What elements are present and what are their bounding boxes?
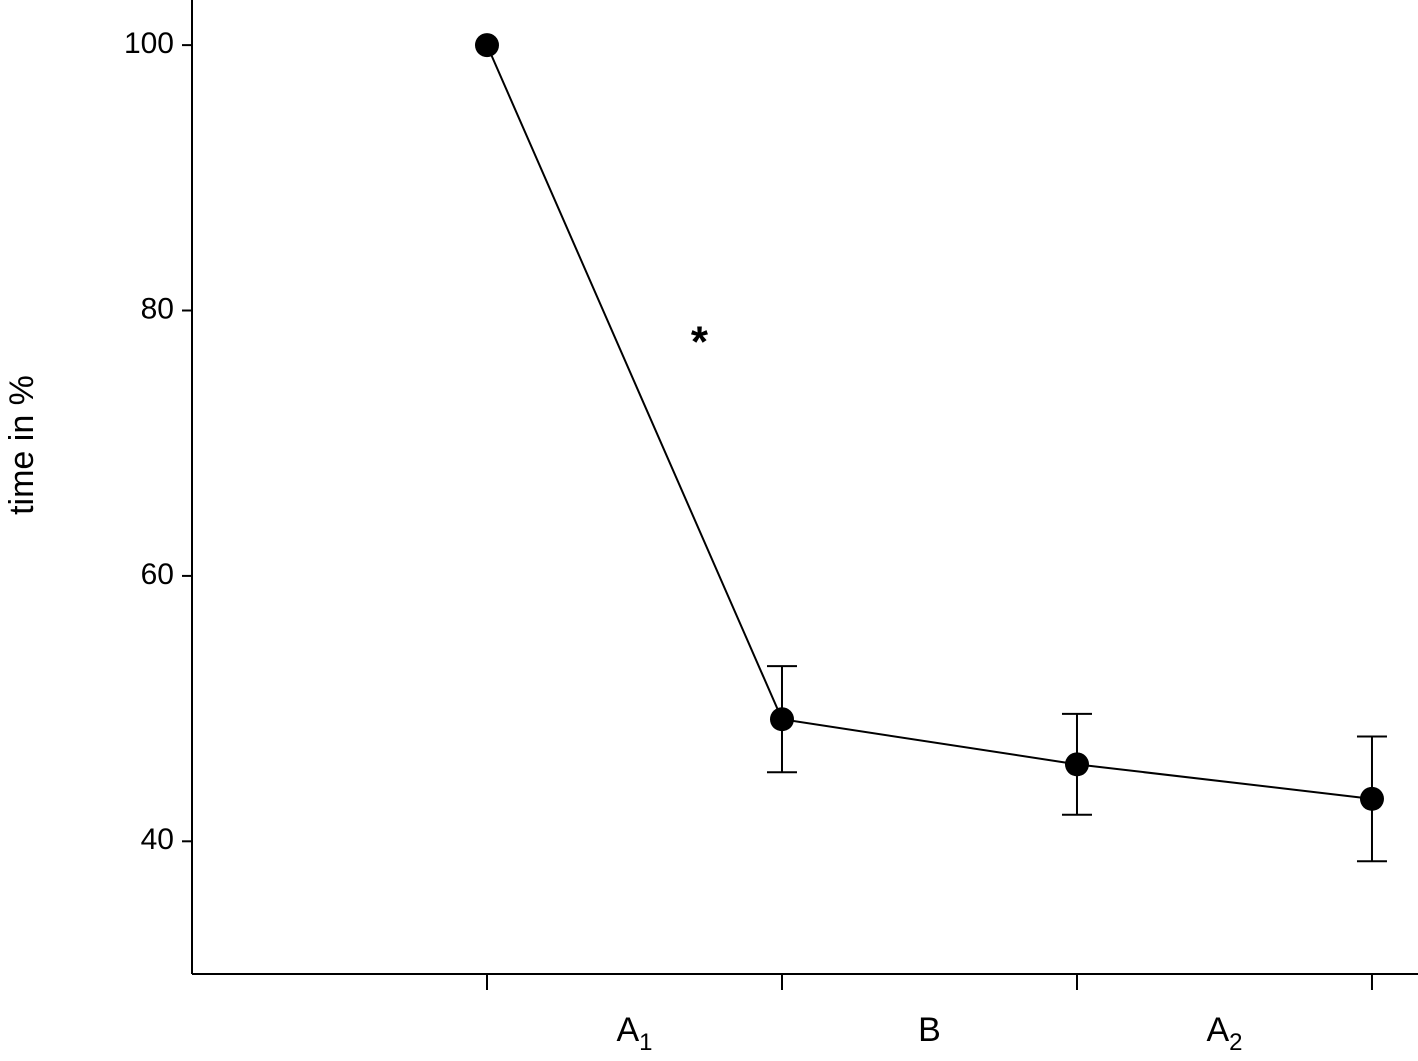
y-tick-label: 100 bbox=[124, 27, 174, 60]
data-point bbox=[1359, 786, 1384, 811]
data-point bbox=[474, 33, 499, 58]
annotation: * bbox=[691, 318, 709, 367]
y-axis-label: time in % bbox=[3, 375, 41, 515]
phase-label: B bbox=[918, 1011, 941, 1049]
phase-label-main: A bbox=[1206, 1011, 1229, 1049]
phase-label: A2 bbox=[1206, 1011, 1242, 1056]
phase-label-subscript: 1 bbox=[639, 1029, 652, 1056]
phase-label-subscript: 2 bbox=[1229, 1029, 1242, 1056]
y-tick-label: 80 bbox=[141, 292, 174, 325]
phase-label: A1 bbox=[616, 1011, 652, 1056]
data-point bbox=[1064, 752, 1089, 777]
data-point bbox=[769, 707, 794, 732]
data-line bbox=[486, 44, 1373, 800]
phase-label-main: A bbox=[616, 1011, 639, 1049]
y-tick-label: 40 bbox=[141, 823, 174, 856]
y-tick-label: 60 bbox=[141, 558, 174, 591]
phase-label-main: B bbox=[918, 1011, 941, 1049]
